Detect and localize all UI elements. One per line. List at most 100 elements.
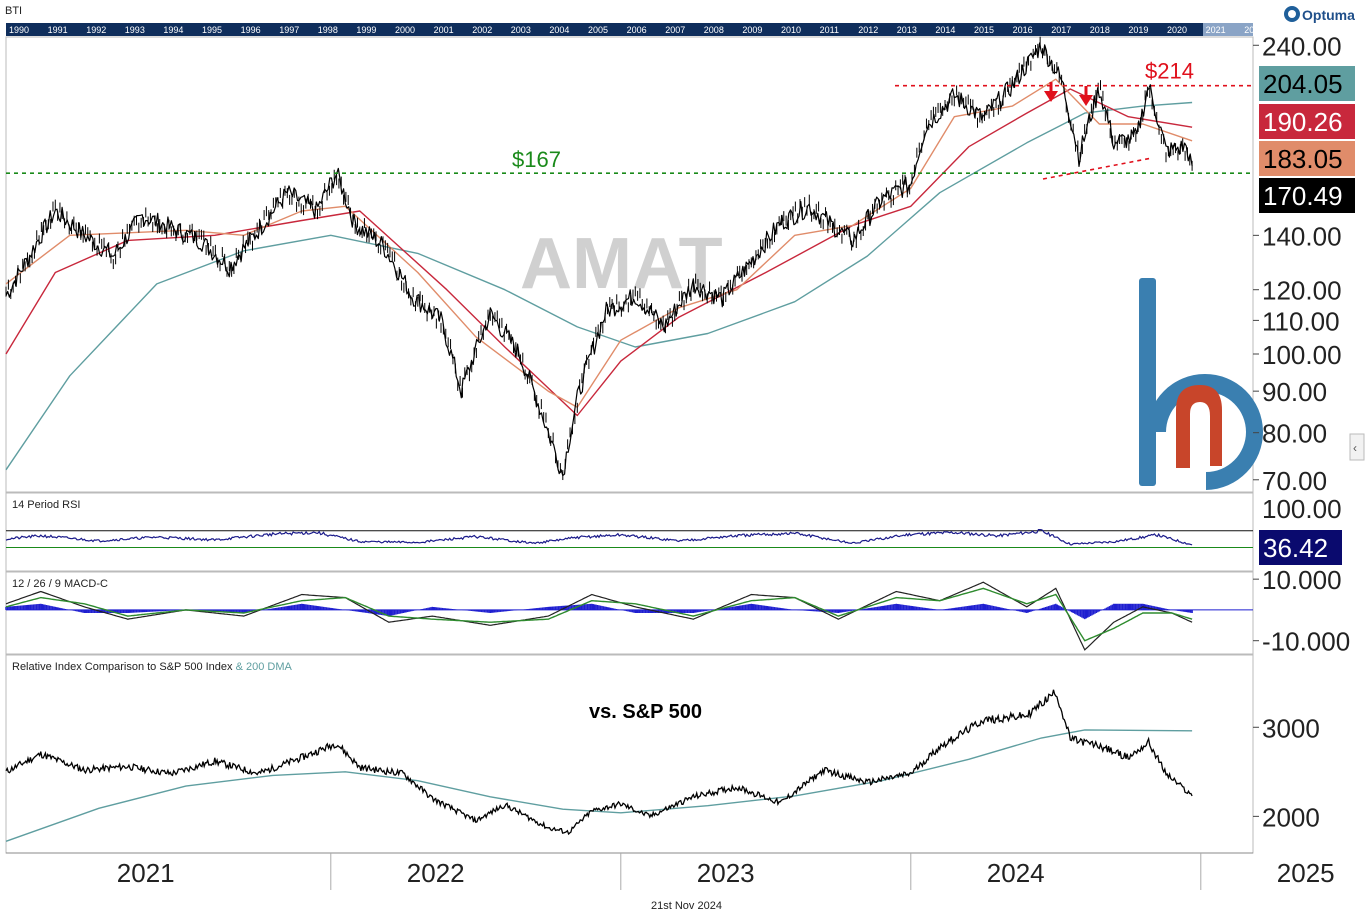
rsi-y-tick-label: 100.00 (1262, 494, 1342, 524)
timeline-year[interactable]: 2016 (1013, 25, 1033, 35)
relative-panel-title-suffix: & 200 DMA (236, 661, 293, 673)
timeline-year[interactable]: 1996 (241, 25, 261, 35)
x-tick-label: 2024 (987, 858, 1045, 888)
macd-layer (5, 581, 1253, 651)
timeline-year[interactable]: 2024 (1321, 25, 1341, 35)
macd-y-tick-label: -10.000 (1262, 627, 1350, 657)
support-label: $167 (512, 147, 561, 172)
relative-series (5, 689, 1193, 836)
timeline-year[interactable]: 2018 (1090, 25, 1110, 35)
timeline-year[interactable]: 1990 (9, 25, 29, 35)
relative-y-tick-label: 2000 (1262, 802, 1320, 832)
price-y-tick-label: 100.00 (1262, 340, 1342, 370)
price-y-tick-label: 240.00 (1262, 31, 1342, 61)
timeline-year[interactable]: 2022 (1244, 25, 1264, 35)
ma200-value-box-text: 204.05 (1263, 69, 1343, 99)
rsi-series (5, 529, 1193, 546)
price-y-tick-label: 120.00 (1262, 276, 1342, 306)
price-value-box-text: 170.49 (1263, 181, 1343, 211)
rsi-panel-title: 14 Period RSI (12, 499, 80, 511)
ema-slow-value-box (1259, 104, 1355, 139)
timeline-year[interactable]: 2003 (511, 25, 531, 35)
timeline-year[interactable]: 1993 (125, 25, 145, 35)
timeline-year[interactable]: 1995 (202, 25, 222, 35)
relative-ma200-series (5, 729, 1193, 842)
timeline-year[interactable]: 2001 (434, 25, 454, 35)
timeline-year[interactable]: 2011 (820, 25, 839, 35)
timeline-year[interactable]: 2014 (935, 25, 955, 35)
x-tick-label: 2025 (1277, 858, 1335, 888)
timeline-year[interactable]: 2015 (974, 25, 994, 35)
rsi-layer (5, 529, 1253, 548)
timeline-year[interactable]: 1992 (86, 25, 106, 35)
down-arrow-icon (1044, 91, 1058, 102)
timeline-year[interactable]: 1991 (48, 25, 68, 35)
timeline-year[interactable]: 2017 (1051, 25, 1071, 35)
price-panel (5, 36, 1254, 493)
ema-fast-value-box-text: 183.05 (1263, 144, 1343, 174)
optuma-logo: Optuma (1284, 6, 1355, 23)
relative-layer (5, 689, 1193, 842)
resistance-label: $214 (1145, 59, 1194, 84)
optuma-brand-text: Optuma (1302, 7, 1355, 23)
price-layer: $214 $167 (5, 36, 1253, 481)
timeline-year[interactable]: 2013 (897, 25, 917, 35)
ema-slow-series (5, 88, 1193, 417)
x-tick-label: 2022 (407, 858, 465, 888)
timeline-year[interactable]: 2000 (395, 25, 415, 35)
timeline-year[interactable]: 2012 (858, 25, 878, 35)
price-value-box (1259, 178, 1355, 213)
panel-collapse-handle[interactable] (1349, 433, 1365, 461)
down-arrow-icon (1079, 95, 1093, 106)
chart-date: 21st Nov 2024 (651, 900, 722, 912)
macd-series (5, 581, 1193, 651)
timeline-year[interactable]: 2023 (1283, 25, 1303, 35)
relative-panel-title: Relative Index Comparison to S&P 500 Ind… (12, 661, 293, 673)
relative-panel (5, 654, 1254, 854)
macd-y-tick-label: 10.000 (1262, 565, 1342, 595)
timeline-year[interactable]: 2008 (704, 25, 724, 35)
timeline-year[interactable]: 2020 (1167, 25, 1187, 35)
ema-fast-series (5, 78, 1193, 408)
timeline-year[interactable]: 2005 (588, 25, 608, 35)
rsi-value-box (1259, 530, 1342, 565)
brand-b-logo (1139, 278, 1263, 490)
symbol-label: BTI (5, 5, 22, 17)
chevron-left-icon: ‹ (1353, 441, 1357, 455)
timeline-year[interactable]: 1998 (318, 25, 338, 35)
ema-fast-value-box (1259, 141, 1355, 176)
ma200-series (5, 101, 1193, 471)
timeline-year[interactable]: 2004 (549, 25, 569, 35)
timeline-strip-current (1203, 23, 1253, 36)
price-y-tick-label: 80.00 (1262, 419, 1327, 449)
timeline-strip[interactable] (6, 23, 1253, 36)
x-tick-label: 2021 (117, 858, 175, 888)
ema-slow-value-box-text: 190.26 (1263, 107, 1343, 137)
relative-annotation: vs. S&P 500 (589, 701, 702, 723)
timeline-year[interactable]: 2006 (627, 25, 647, 35)
symbol-watermark: AMAT (520, 224, 723, 304)
timeline-year[interactable]: 1999 (356, 25, 376, 35)
timeline-year[interactable]: 2019 (1128, 25, 1148, 35)
macd-panel (5, 571, 1254, 655)
timeline-year[interactable]: 1997 (279, 25, 299, 35)
timeline-year[interactable]: 2009 (742, 25, 762, 35)
timeline-year[interactable]: 2002 (472, 25, 492, 35)
price-y-tick-label: 110.00 (1262, 306, 1340, 336)
timeline-year[interactable]: 2010 (781, 25, 801, 35)
macd-signal-series (5, 587, 1193, 642)
macd-panel-title: 12 / 26 / 9 MACD-C (12, 578, 108, 590)
timeline-year-labels: 1990 1991 1992 1993 1994 1995 1996 1997 1998 1999… (9, 25, 1341, 35)
ma200-value-box (1259, 66, 1355, 101)
price-y-tick-label: 140.00 (1262, 221, 1342, 251)
trendline-rising (1042, 157, 1153, 180)
rsi-panel (5, 492, 1254, 572)
timeline-year[interactable]: 2021 (1206, 25, 1226, 35)
timeline-year[interactable]: 1994 (163, 25, 183, 35)
price-y-tick-label: 70.00 (1262, 466, 1327, 496)
x-tick-label: 2023 (697, 858, 755, 888)
relative-y-tick-label: 3000 (1262, 713, 1320, 743)
timeline-year[interactable]: 2007 (665, 25, 685, 35)
